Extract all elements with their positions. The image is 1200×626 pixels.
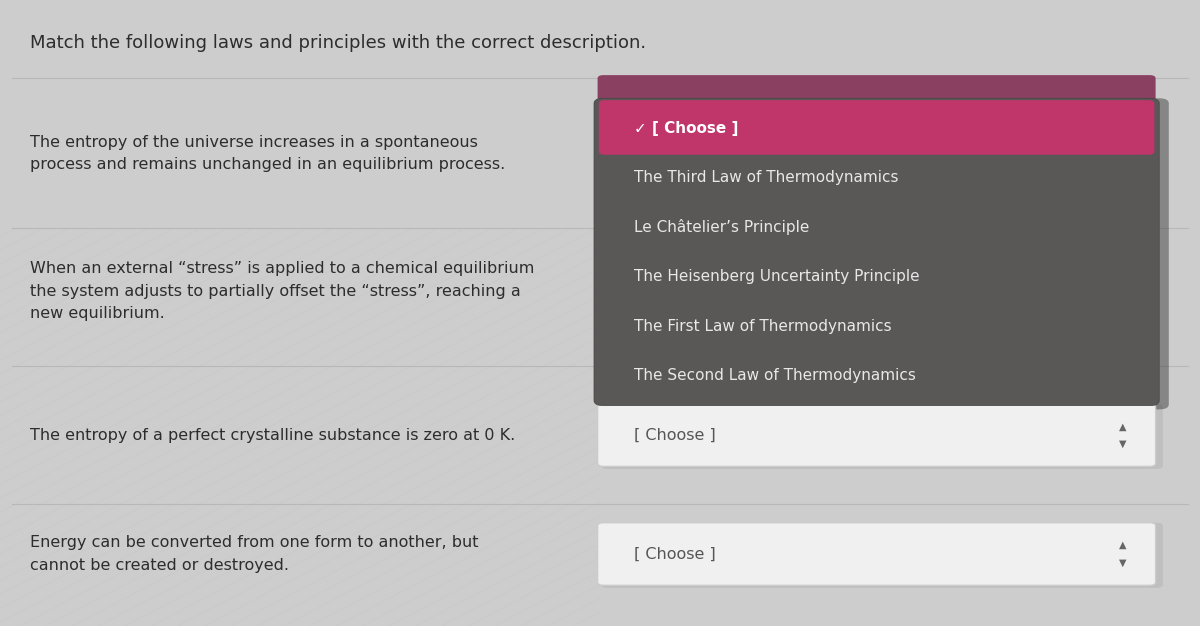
FancyBboxPatch shape <box>598 75 1156 106</box>
Text: ▲: ▲ <box>1120 421 1127 431</box>
FancyBboxPatch shape <box>598 404 1156 466</box>
FancyBboxPatch shape <box>594 98 1159 406</box>
FancyBboxPatch shape <box>601 404 1163 469</box>
Text: Energy can be converted from one form to another, but
cannot be created or destr: Energy can be converted from one form to… <box>30 535 479 573</box>
FancyBboxPatch shape <box>599 100 1154 155</box>
Text: The entropy of a perfect crystalline substance is zero at 0 K.: The entropy of a perfect crystalline sub… <box>30 428 515 443</box>
FancyBboxPatch shape <box>599 98 1169 409</box>
Text: [ Choose ]: [ Choose ] <box>634 428 715 443</box>
Text: ▲: ▲ <box>1120 540 1127 550</box>
Text: When an external “stress” is applied to a chemical equilibrium
the system adjust: When an external “stress” is applied to … <box>30 262 534 321</box>
Text: Le Châtelier’s Principle: Le Châtelier’s Principle <box>634 219 809 235</box>
Text: [ Choose ]: [ Choose ] <box>634 546 715 562</box>
Text: The Heisenberg Uncertainty Principle: The Heisenberg Uncertainty Principle <box>634 269 919 284</box>
Text: ✓ [ Choose ]: ✓ [ Choose ] <box>634 121 738 136</box>
FancyBboxPatch shape <box>0 0 602 78</box>
FancyBboxPatch shape <box>598 523 1156 585</box>
Text: The Second Law of Thermodynamics: The Second Law of Thermodynamics <box>634 368 916 383</box>
Text: The Third Law of Thermodynamics: The Third Law of Thermodynamics <box>634 170 898 185</box>
Text: ▼: ▼ <box>1120 439 1127 449</box>
FancyBboxPatch shape <box>0 78 602 228</box>
FancyBboxPatch shape <box>601 523 1163 588</box>
Text: The First Law of Thermodynamics: The First Law of Thermodynamics <box>634 319 892 334</box>
Text: ▼: ▼ <box>1120 558 1127 568</box>
FancyBboxPatch shape <box>0 0 602 228</box>
Text: The entropy of the universe increases in a spontaneous
process and remains uncha: The entropy of the universe increases in… <box>30 135 505 172</box>
Text: Match the following laws and principles with the correct description.: Match the following laws and principles … <box>30 34 646 53</box>
